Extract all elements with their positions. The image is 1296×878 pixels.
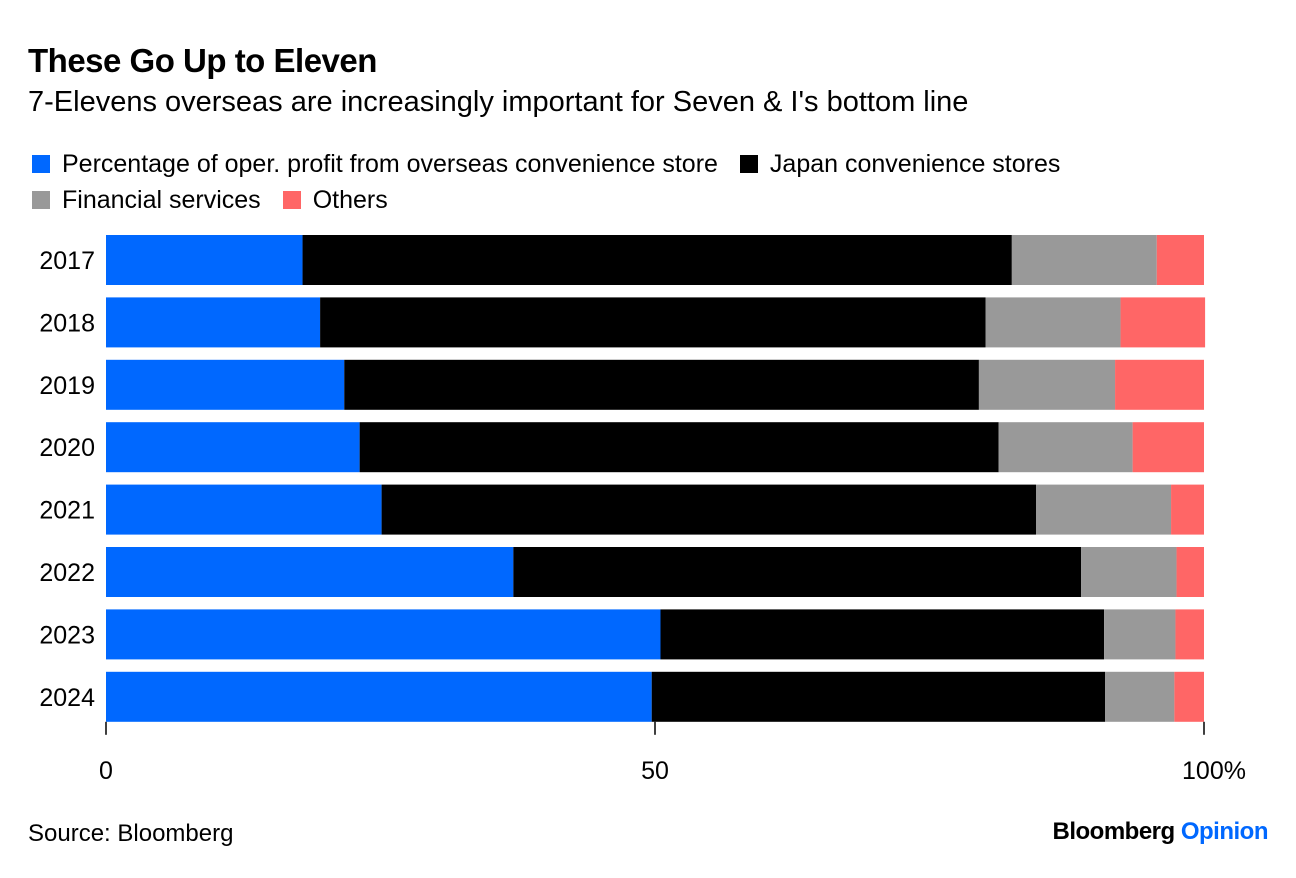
legend-swatch	[32, 155, 50, 173]
y-tick-label: 2017	[39, 247, 95, 275]
chart-subtitle: 7-Elevens overseas are increasingly impo…	[28, 86, 969, 118]
legend-item: Financial services	[32, 182, 261, 218]
source-note: Source: Bloomberg	[28, 820, 234, 847]
bar-segment	[1175, 609, 1204, 660]
legend-swatch	[32, 191, 50, 209]
x-tick-label: 50	[641, 757, 669, 785]
y-tick-label: 2019	[39, 372, 95, 400]
bar-segment	[985, 297, 1121, 348]
legend-item: Percentage of oper. profit from overseas…	[32, 146, 718, 182]
bar-segment	[106, 609, 661, 660]
y-tick-label: 2020	[39, 434, 95, 462]
legend-swatch	[739, 155, 758, 173]
bar-segment	[106, 235, 303, 285]
bar-segment	[1174, 671, 1204, 722]
bar-segment	[381, 484, 1037, 535]
y-tick-label: 2023	[39, 621, 95, 649]
bar-segment	[1115, 359, 1204, 410]
legend-item: Japan convenience stores	[739, 146, 1061, 182]
y-tick-label: 2021	[39, 497, 95, 525]
bar-segment	[1171, 484, 1204, 535]
legend-label: Financial services	[62, 185, 261, 214]
bar-segment	[320, 297, 986, 348]
bar-segment	[651, 671, 1106, 722]
bloomberg-opinion-logo: Bloomberg Opinion	[1053, 818, 1269, 846]
bar-segment	[106, 547, 514, 597]
bar-segment	[1011, 235, 1157, 285]
bar-segment	[1120, 297, 1206, 348]
logo-section: Opinion	[1180, 818, 1269, 845]
bar-segment	[1156, 235, 1204, 285]
legend-item: Others	[282, 182, 388, 218]
y-tick-label: 2022	[39, 559, 95, 587]
bar-segment	[1132, 422, 1204, 473]
bar-segment	[1104, 609, 1176, 660]
bar-segment	[1105, 671, 1175, 722]
x-tick-label: 100%	[1182, 757, 1246, 785]
legend: Percentage of oper. profit from overseas…	[32, 146, 1272, 218]
bar-segment	[1036, 484, 1172, 535]
bar-segment	[106, 484, 382, 535]
bar-segment	[344, 359, 979, 410]
bar-segment	[1081, 547, 1177, 597]
legend-label: Percentage of oper. profit from overseas…	[62, 149, 718, 178]
chart-title: These Go Up to Eleven	[28, 42, 377, 79]
bar-segment	[106, 297, 321, 348]
bar-segment	[978, 359, 1116, 410]
bar-segment	[998, 422, 1133, 473]
bar-segment	[106, 671, 652, 722]
bar-segment	[302, 235, 1012, 285]
y-tick-label: 2018	[39, 309, 95, 337]
y-tick-label: 2024	[39, 684, 95, 712]
legend-label: Japan convenience stores	[769, 149, 1061, 178]
bar-segment	[1176, 547, 1204, 597]
logo-brand: Bloomberg	[1052, 818, 1176, 845]
legend-swatch	[282, 191, 301, 209]
legend-label: Others	[312, 185, 388, 214]
bar-segment	[513, 547, 1082, 597]
bar-segment	[106, 359, 345, 410]
bar-segment	[660, 609, 1105, 660]
bar-segment	[106, 422, 360, 473]
bar-segment	[359, 422, 999, 473]
x-tick-label: 0	[99, 757, 113, 785]
